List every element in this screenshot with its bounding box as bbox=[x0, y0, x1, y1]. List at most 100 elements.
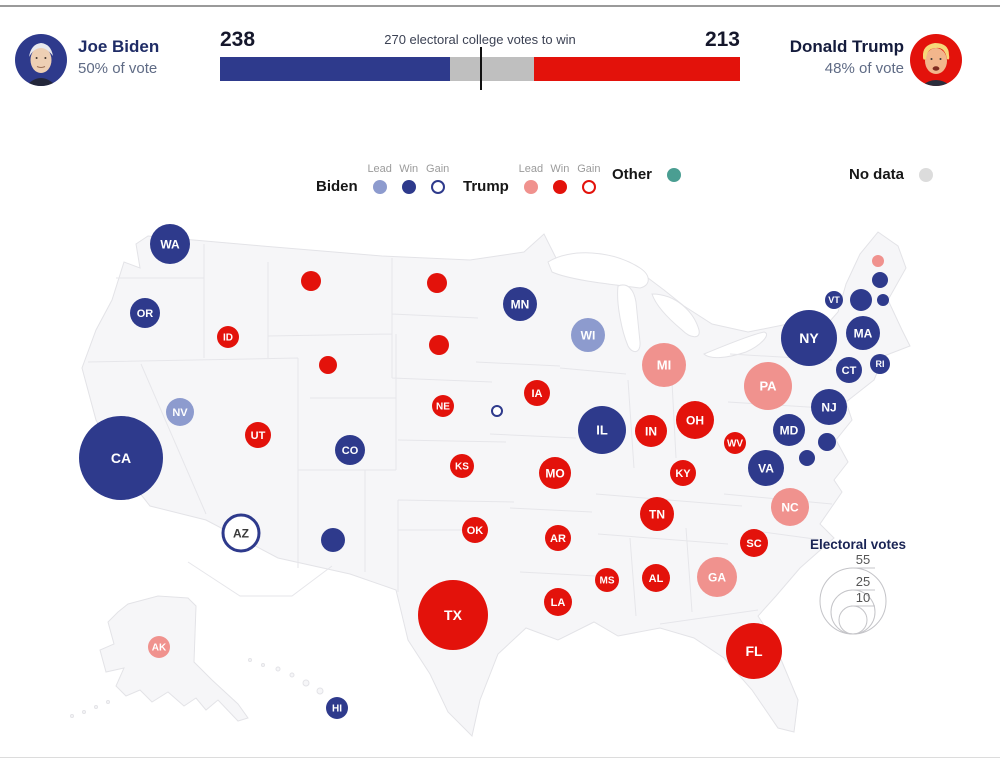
state-circle-AZ[interactable] bbox=[221, 513, 261, 553]
state-circle-MS[interactable] bbox=[595, 568, 619, 592]
state-circle-FL[interactable] bbox=[726, 623, 782, 679]
legend-sublabel-lead: Lead bbox=[367, 163, 392, 175]
size-legend-circle-10 bbox=[838, 605, 868, 635]
state-circle-WI[interactable] bbox=[571, 318, 605, 352]
state-circle-ND[interactable] bbox=[427, 273, 447, 293]
ev-bar-threshold-label: 270 electoral college votes to win bbox=[384, 32, 576, 47]
state-circle-UT[interactable] bbox=[245, 422, 271, 448]
legend-label-no-data: No data bbox=[849, 166, 905, 183]
us-map-outline bbox=[81, 231, 911, 737]
state-circle-NV[interactable] bbox=[166, 398, 194, 426]
state-circle-AK[interactable] bbox=[148, 636, 170, 658]
legend-sublabel-gain: Gain bbox=[426, 163, 450, 175]
state-circle-ID[interactable] bbox=[217, 326, 239, 348]
legend-group-no-data: No data bbox=[849, 163, 934, 183]
trump-vote-share: 48% of vote bbox=[824, 60, 904, 77]
state-circle-NE[interactable] bbox=[432, 395, 454, 417]
state-circle-TN[interactable] bbox=[640, 497, 674, 531]
state-circle-DC[interactable] bbox=[799, 450, 815, 466]
size-legend-value-55: 55 bbox=[856, 552, 870, 567]
trump-lead-dot bbox=[523, 179, 538, 194]
state-circle-TX[interactable] bbox=[418, 580, 488, 650]
state-circle-HI[interactable] bbox=[326, 697, 348, 719]
size-legend-value-10: 10 bbox=[856, 590, 870, 605]
state-circle-IN[interactable] bbox=[635, 415, 667, 447]
state-circle-KY[interactable] bbox=[670, 460, 696, 486]
state-circle-MO[interactable] bbox=[539, 457, 571, 489]
state-circle-OH[interactable] bbox=[676, 401, 714, 439]
state-circle-VA[interactable] bbox=[748, 450, 784, 486]
state-circle-ME-2[interactable] bbox=[872, 255, 884, 267]
state-circle-DE[interactable] bbox=[818, 433, 836, 451]
state-circle-NM[interactable] bbox=[321, 528, 345, 552]
state-circle-MN[interactable] bbox=[503, 287, 537, 321]
270-votes-tick bbox=[479, 47, 482, 90]
state-circle-CA[interactable] bbox=[79, 416, 163, 500]
inset-separator bbox=[187, 561, 333, 597]
biden-vote-share: 50% of vote bbox=[78, 60, 158, 77]
state-circle-PA[interactable] bbox=[744, 362, 792, 410]
state-circle-IA[interactable] bbox=[524, 380, 550, 406]
no-data-dot bbox=[919, 167, 934, 182]
legend-sublabel-win: Win bbox=[550, 163, 570, 175]
state-circle-WY[interactable] bbox=[319, 356, 337, 374]
trump-win-dot bbox=[552, 179, 567, 194]
state-circle-AL[interactable] bbox=[642, 564, 670, 592]
legend-label-biden: Biden bbox=[316, 178, 358, 195]
state-circle-GA[interactable] bbox=[697, 557, 737, 597]
state-circle-NE-2[interactable] bbox=[491, 405, 503, 417]
legend-sublabel-lead: Lead bbox=[518, 163, 544, 175]
state-circle-MI[interactable] bbox=[642, 343, 686, 387]
state-circle-CO[interactable] bbox=[335, 435, 365, 465]
state-circle-CT[interactable] bbox=[836, 357, 862, 383]
trump-avatar bbox=[910, 34, 962, 86]
state-circle-WV[interactable] bbox=[724, 432, 746, 454]
trump-name: Donald Trump bbox=[789, 37, 904, 56]
state-circle-ME[interactable] bbox=[872, 272, 888, 288]
state-circle-AR[interactable] bbox=[545, 525, 571, 551]
legend-group-other: Other bbox=[612, 163, 682, 183]
size-legend-title: Electoral votes bbox=[810, 537, 906, 552]
state-circle-NC[interactable] bbox=[771, 488, 809, 526]
legend-sublabel-win: Win bbox=[399, 163, 419, 175]
other-dot bbox=[667, 167, 682, 182]
trump-bar-segment bbox=[534, 57, 740, 81]
state-circle-SC[interactable] bbox=[740, 529, 768, 557]
state-circle-RI[interactable] bbox=[870, 354, 890, 374]
trump-ev-count: 213 bbox=[704, 28, 740, 51]
state-circle-IL[interactable] bbox=[578, 406, 626, 454]
state-circle-OR[interactable] bbox=[130, 298, 160, 328]
legend-group-biden: Lead Win Gain Biden bbox=[316, 163, 450, 195]
state-circle-ME-1[interactable] bbox=[877, 294, 889, 306]
state-circle-LA[interactable] bbox=[544, 588, 572, 616]
biden-ev-count: 238 bbox=[220, 28, 256, 51]
trump-gain-dot bbox=[581, 179, 596, 194]
legend-group-trump: Lead Win Gain Trump bbox=[463, 163, 601, 195]
state-circle-WA[interactable] bbox=[150, 224, 190, 264]
state-circle-NY[interactable] bbox=[781, 310, 837, 366]
state-circle-MA[interactable] bbox=[846, 316, 880, 350]
size-legend-value-25: 25 bbox=[856, 574, 870, 589]
state-circle-NJ[interactable] bbox=[811, 389, 847, 425]
state-circle-KS[interactable] bbox=[450, 454, 474, 478]
state-circle-MD[interactable] bbox=[773, 414, 805, 446]
bottom-rule bbox=[0, 757, 1000, 758]
hawaii-islands bbox=[248, 658, 324, 695]
alaska-outline bbox=[99, 595, 249, 722]
legend-sublabel-gain: Gain bbox=[577, 163, 601, 175]
biden-lead-dot bbox=[372, 179, 387, 194]
state-circle-OK[interactable] bbox=[462, 517, 488, 543]
state-circle-VT[interactable] bbox=[825, 291, 843, 309]
state-circle-NH[interactable] bbox=[850, 289, 872, 311]
state-circle-SD[interactable] bbox=[429, 335, 449, 355]
legend-label-other: Other bbox=[612, 166, 653, 183]
state-circle-MT[interactable] bbox=[301, 271, 321, 291]
undecided-bar-segment bbox=[450, 57, 535, 81]
biden-win-dot bbox=[401, 179, 416, 194]
biden-name: Joe Biden bbox=[78, 37, 160, 56]
legend-label-trump: Trump bbox=[463, 178, 509, 195]
size-legend-circle-55 bbox=[819, 567, 887, 635]
